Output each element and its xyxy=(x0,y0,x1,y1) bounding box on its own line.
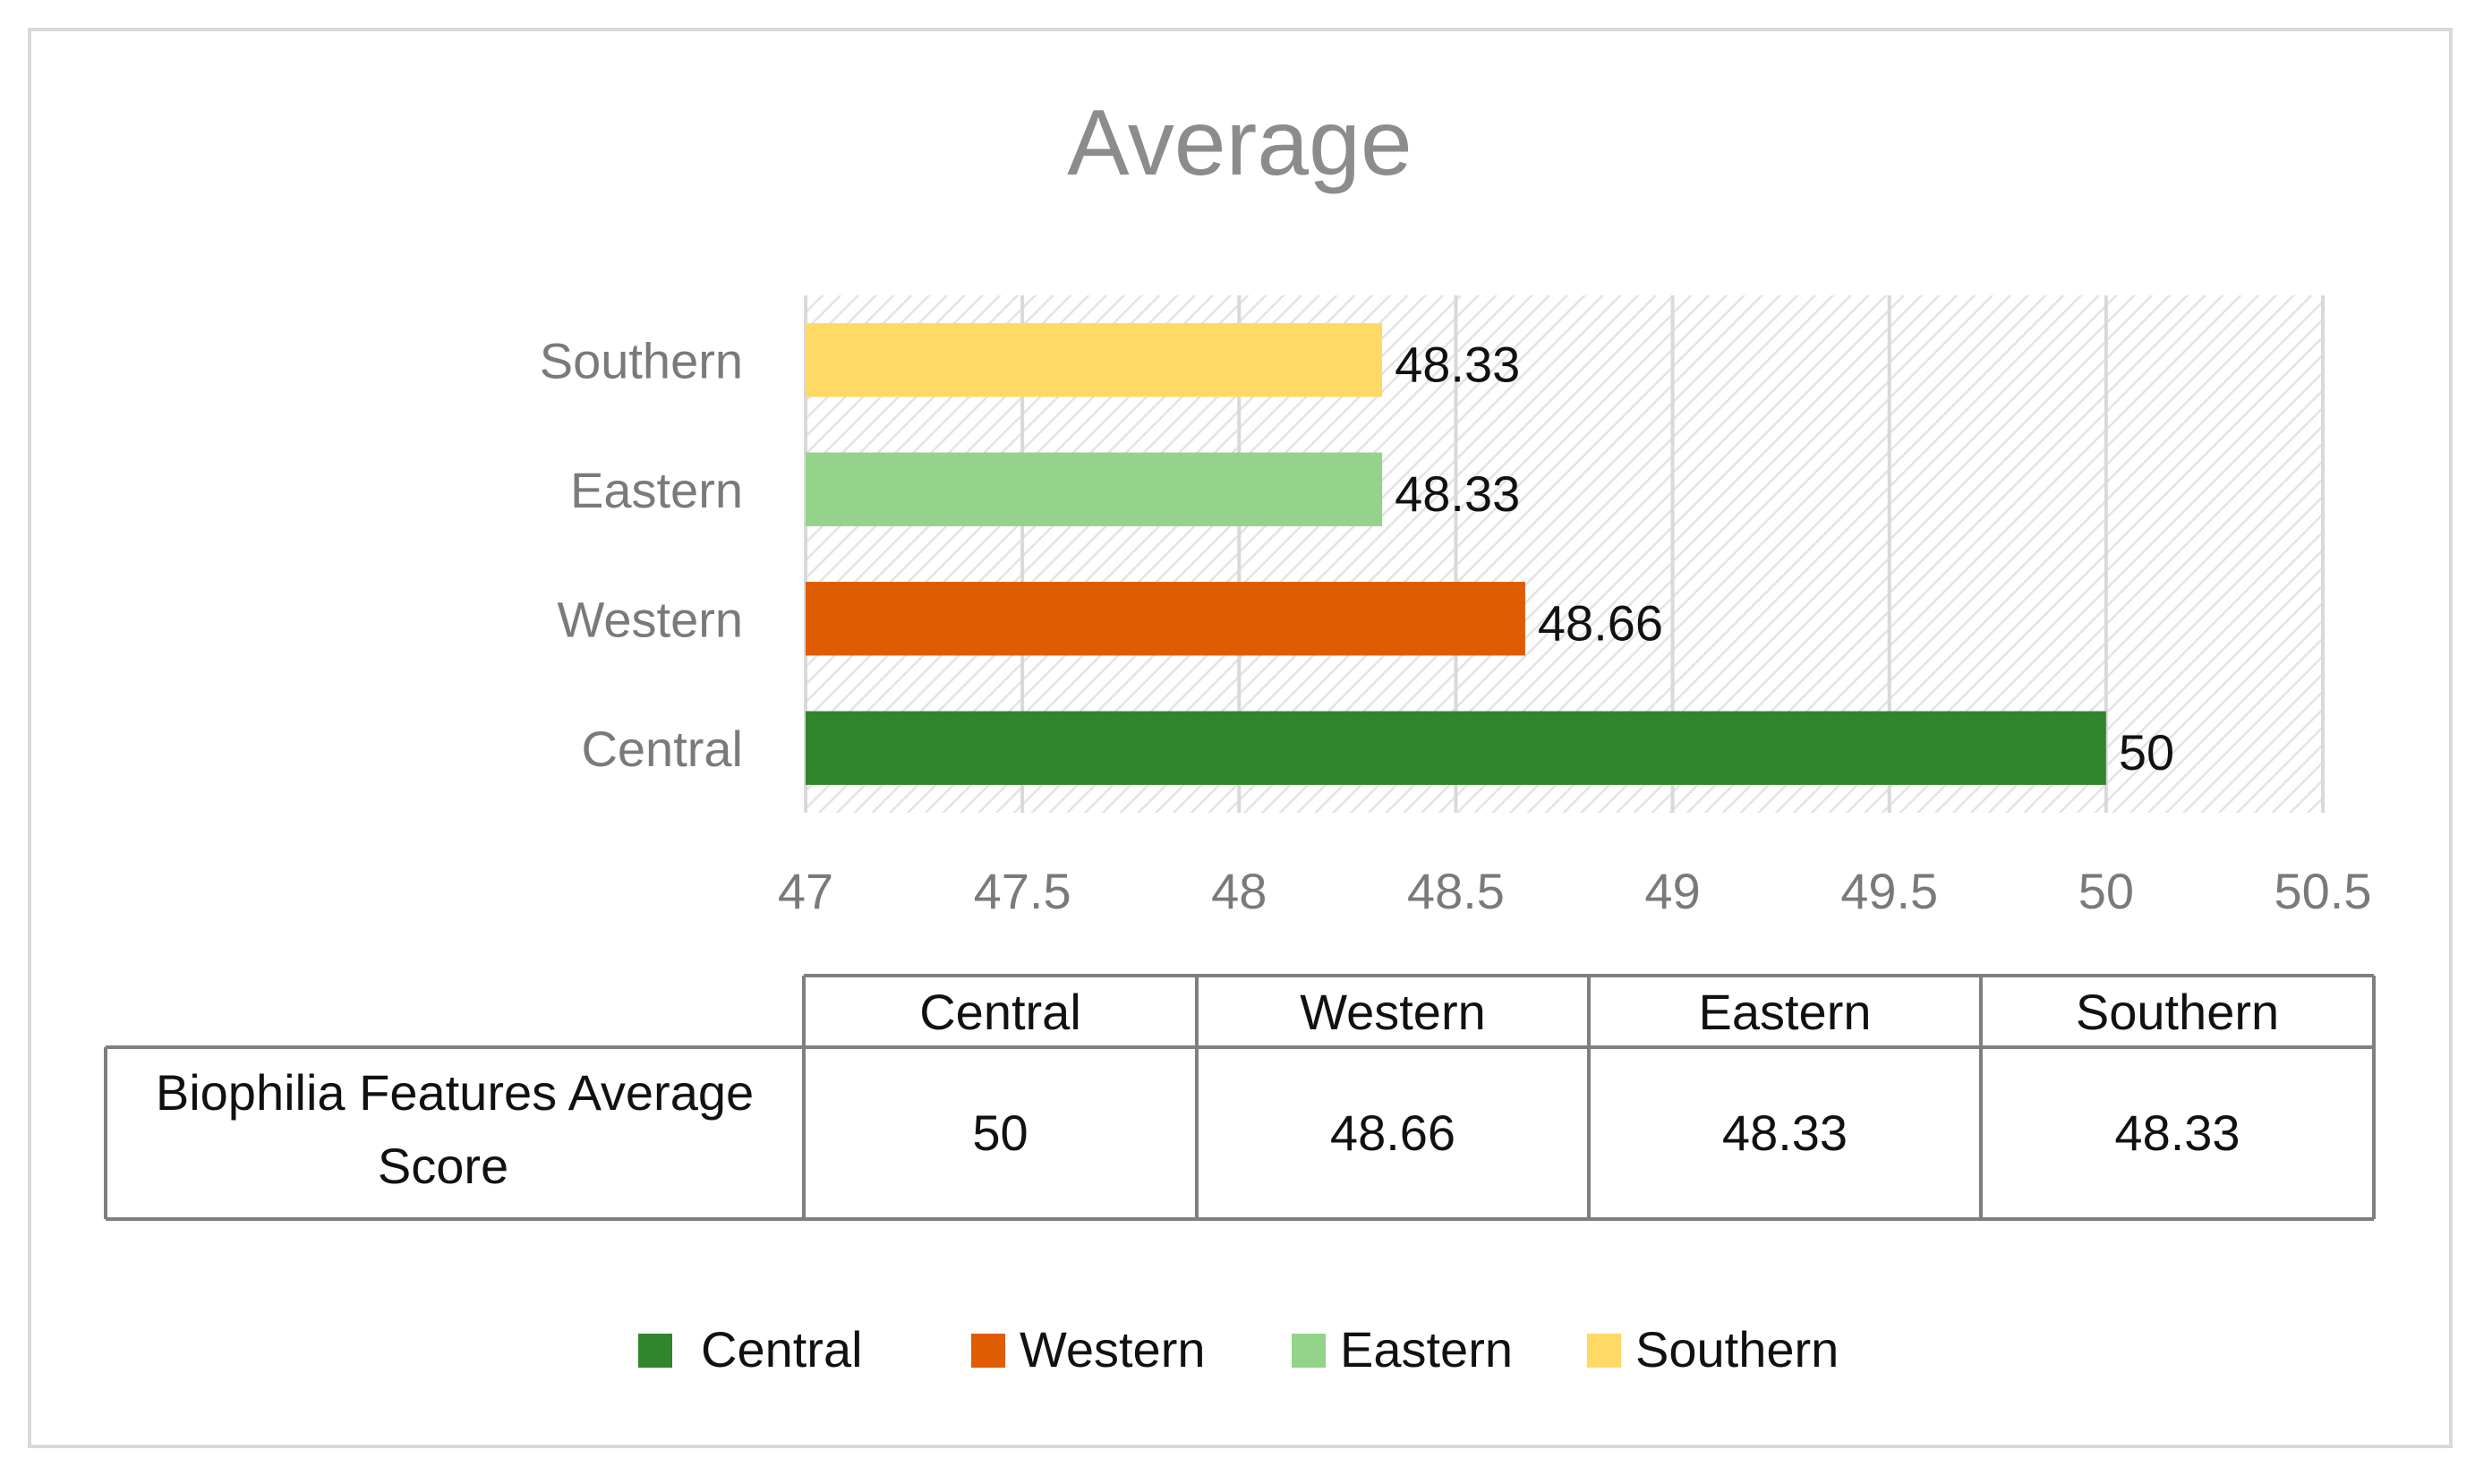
x-tick-label: 48.5 xyxy=(1407,863,1505,919)
bar-western xyxy=(806,582,1525,656)
legend-label-central: Central xyxy=(701,1321,863,1377)
legend-swatch-eastern xyxy=(1292,1334,1326,1368)
legend-label-western: Western xyxy=(1020,1321,1205,1377)
table-row-label: Biophilia Features Average Score xyxy=(156,1064,754,1194)
x-tick-label: 47 xyxy=(778,863,833,919)
table-cell-southern: 48.33 xyxy=(2114,1104,2240,1161)
x-tick-label: 49.5 xyxy=(1840,863,1938,919)
category-label-eastern: Eastern xyxy=(570,462,743,518)
table-header-eastern: Eastern xyxy=(1699,984,1872,1040)
x-tick-label: 48 xyxy=(1211,863,1267,919)
x-tick-labels: 47 47.5 48 48.5 49 49.5 50 50.5 xyxy=(778,863,2372,919)
bar-central xyxy=(806,711,2106,785)
x-tick-label: 50.5 xyxy=(2274,863,2372,919)
x-tick-label: 47.5 xyxy=(974,863,1071,919)
legend-swatch-southern xyxy=(1587,1334,1621,1368)
bars xyxy=(806,323,2106,785)
data-label-eastern: 48.33 xyxy=(1395,465,1520,522)
chart-title: Average xyxy=(1067,91,1412,195)
category-labels: Central Western Eastern Southern xyxy=(540,332,743,777)
legend-label-eastern: Eastern xyxy=(1340,1321,1513,1377)
legend: Central Western Eastern Southern xyxy=(638,1321,1839,1377)
x-tick-label: 49 xyxy=(1644,863,1700,919)
data-table: Central 50 Western 48.66 Eastern 48.33 Souther… xyxy=(104,974,2376,1221)
table-cell-western: 48.66 xyxy=(1330,1104,1455,1161)
category-label-central: Central xyxy=(581,721,743,777)
table-cell-eastern: 48.33 xyxy=(1722,1104,1848,1161)
data-label-southern: 48.33 xyxy=(1395,336,1520,392)
x-tick-label: 50 xyxy=(2078,863,2134,919)
legend-label-southern: Southern xyxy=(1635,1321,1839,1377)
legend-swatch-western xyxy=(971,1334,1005,1368)
bar-southern xyxy=(806,323,1383,397)
table-header-southern: Southern xyxy=(2076,984,2279,1040)
data-label-central: 50 xyxy=(2119,724,2174,780)
table-header-western: Western xyxy=(1300,984,1485,1040)
bar-eastern xyxy=(806,452,1383,526)
table-header-central: Central xyxy=(919,984,1081,1040)
data-label-western: 48.66 xyxy=(1538,594,1663,651)
data-labels: 50 48.66 48.33 48.33 xyxy=(1395,336,2174,780)
legend-swatch-central xyxy=(638,1334,672,1368)
category-label-western: Western xyxy=(558,591,743,647)
table-cell-central: 50 xyxy=(972,1104,1028,1161)
category-label-southern: Southern xyxy=(540,332,743,388)
